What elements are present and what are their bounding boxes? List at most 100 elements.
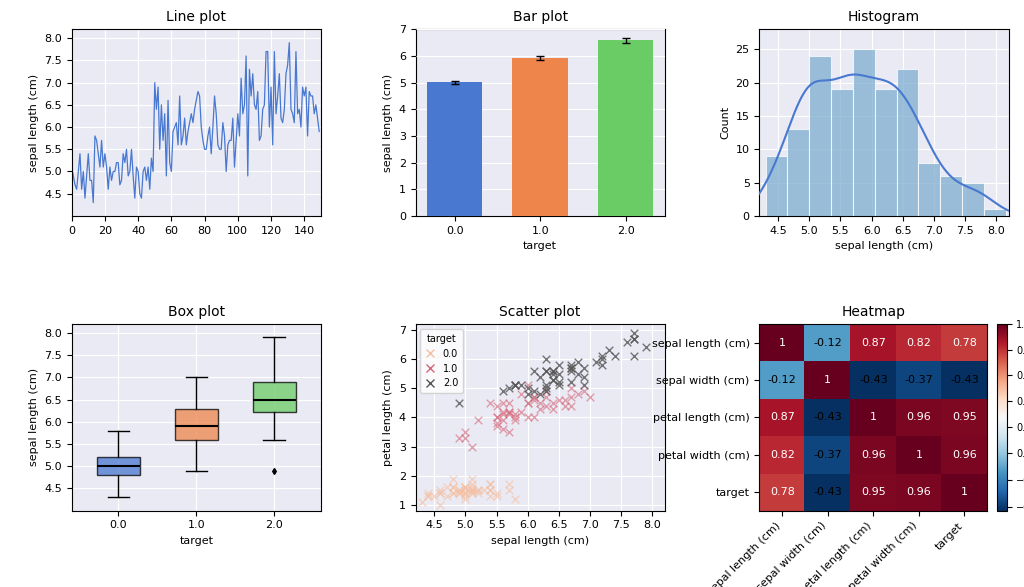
Bar	[766, 156, 787, 216]
Point	[620, 337, 636, 346]
Point	[482, 480, 499, 489]
Point	[451, 485, 467, 495]
Point	[525, 392, 542, 402]
Point	[545, 404, 561, 413]
Point	[575, 363, 592, 373]
Point	[563, 377, 580, 387]
Point	[482, 398, 499, 407]
Point	[457, 488, 473, 498]
Point	[626, 352, 642, 361]
Text: -0.43: -0.43	[950, 375, 979, 385]
Point	[444, 488, 461, 498]
Text: -0.12: -0.12	[813, 338, 842, 348]
Text: 1: 1	[915, 450, 923, 460]
Text: -0.37: -0.37	[813, 450, 842, 460]
Point	[464, 474, 480, 483]
Point	[432, 488, 449, 498]
Point	[519, 380, 536, 390]
Point	[476, 485, 493, 495]
Point	[482, 491, 499, 501]
Point	[539, 383, 555, 393]
Point	[525, 386, 542, 396]
Point	[519, 398, 536, 407]
Bar	[831, 89, 853, 216]
Point	[569, 389, 586, 399]
Point	[557, 395, 573, 404]
Point	[563, 363, 580, 373]
Point	[488, 413, 505, 422]
Point	[451, 488, 467, 498]
Point	[444, 483, 461, 492]
Point	[626, 328, 642, 338]
Point	[457, 485, 473, 495]
Point	[444, 488, 461, 498]
Point	[457, 488, 473, 498]
Text: 1: 1	[824, 375, 831, 385]
X-axis label: target: target	[179, 536, 213, 546]
Point	[488, 488, 505, 498]
Point	[539, 366, 555, 376]
Point	[513, 389, 529, 399]
Point	[539, 392, 555, 402]
PathPatch shape	[253, 382, 296, 412]
Point	[539, 386, 555, 396]
Bar	[940, 176, 962, 216]
Point	[457, 483, 473, 492]
Title: Scatter plot: Scatter plot	[500, 305, 581, 319]
Point	[501, 407, 517, 416]
Text: 0.96: 0.96	[861, 450, 886, 460]
Point	[495, 386, 511, 396]
X-axis label: sepal length (cm): sepal length (cm)	[835, 241, 933, 251]
Bar	[874, 89, 896, 216]
Point	[525, 392, 542, 402]
Point	[457, 483, 473, 492]
Point	[507, 380, 523, 390]
Point	[532, 372, 549, 382]
Text: 1: 1	[778, 338, 785, 348]
Y-axis label: sepal length (cm): sepal length (cm)	[383, 73, 393, 171]
Title: Bar plot: Bar plot	[513, 10, 567, 24]
Point	[575, 386, 592, 396]
Point	[488, 491, 505, 501]
Point	[495, 424, 511, 434]
Text: -0.43: -0.43	[859, 375, 888, 385]
Point	[539, 355, 555, 364]
Point	[519, 398, 536, 407]
Point	[495, 410, 511, 419]
Point	[451, 433, 467, 443]
Point	[575, 380, 592, 390]
Point	[470, 488, 486, 498]
Point	[501, 485, 517, 495]
Point	[432, 500, 449, 510]
Point	[501, 410, 517, 419]
Text: -0.43: -0.43	[813, 487, 842, 497]
Point	[451, 488, 467, 498]
Bar	[787, 129, 809, 216]
Point	[545, 375, 561, 384]
Text: 0.95: 0.95	[861, 487, 886, 497]
Point	[426, 491, 442, 501]
Text: 0.96: 0.96	[952, 450, 977, 460]
Point	[470, 485, 486, 495]
Point	[539, 380, 555, 390]
Point	[582, 392, 598, 402]
Bar	[896, 69, 919, 216]
Point	[464, 488, 480, 498]
Bar	[962, 183, 984, 216]
Point	[600, 346, 616, 355]
Point	[551, 380, 567, 390]
PathPatch shape	[175, 409, 218, 440]
Text: 1: 1	[961, 487, 968, 497]
Bar	[919, 163, 940, 216]
Point	[457, 433, 473, 443]
Point	[444, 474, 461, 483]
Point	[495, 407, 511, 416]
Text: -0.43: -0.43	[813, 413, 842, 423]
Point	[488, 401, 505, 410]
Point	[414, 497, 430, 507]
Point	[507, 413, 523, 422]
Point	[513, 380, 529, 390]
Point	[495, 398, 511, 407]
Point	[532, 404, 549, 413]
Point	[588, 357, 604, 367]
